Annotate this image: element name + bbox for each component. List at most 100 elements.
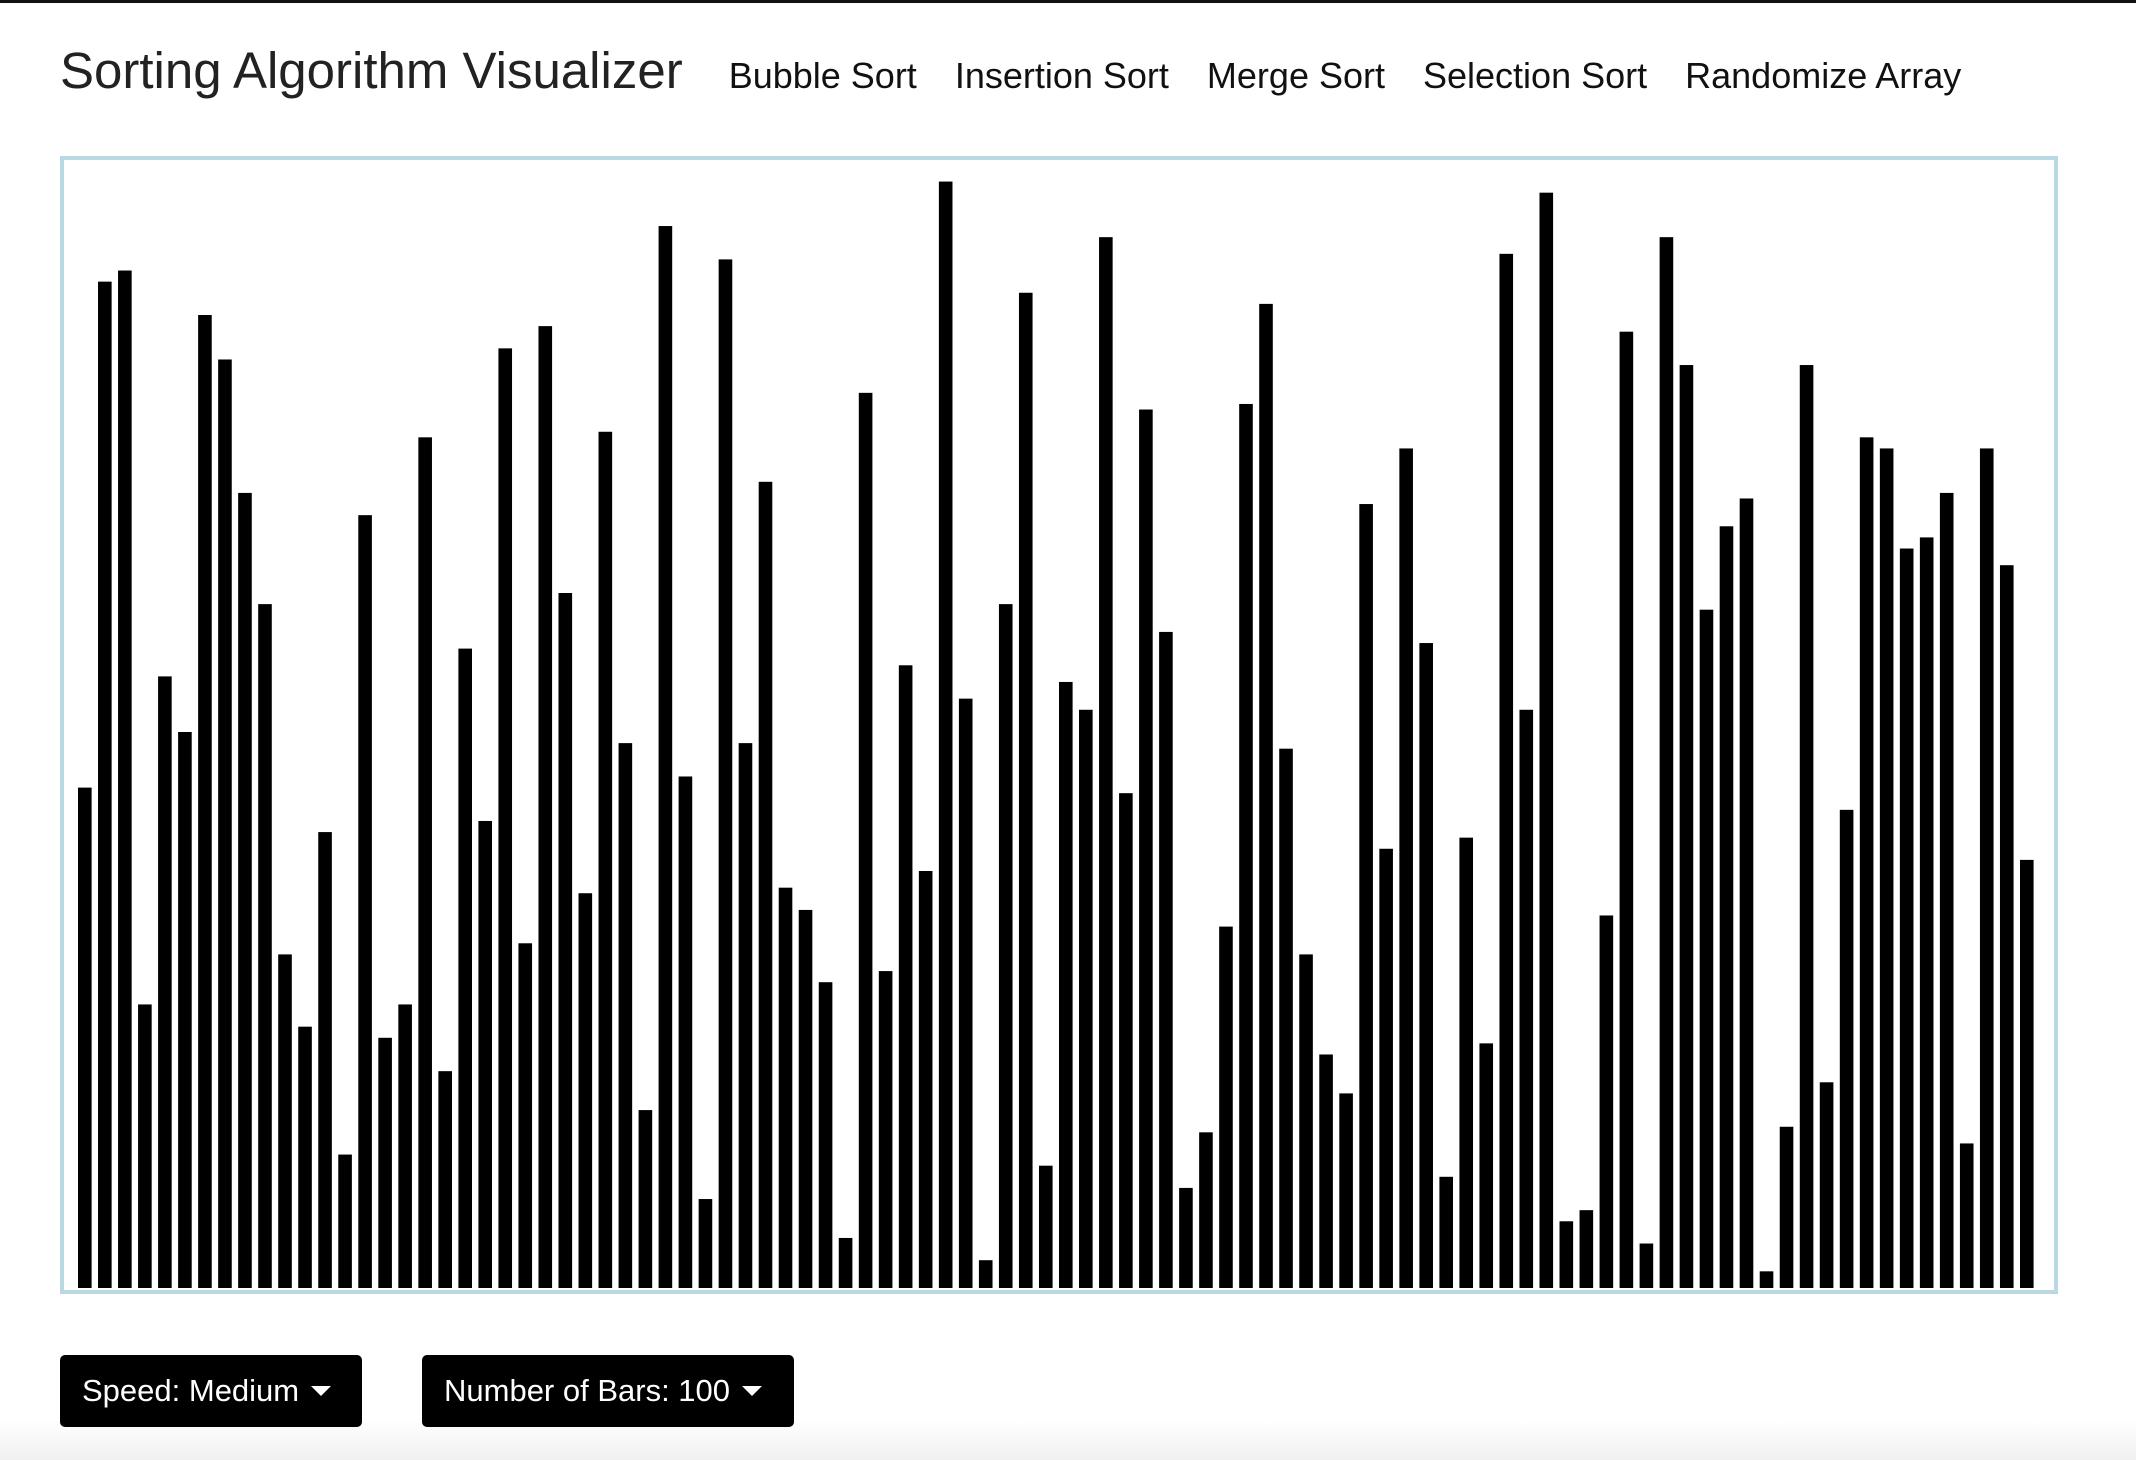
array-bar <box>798 909 813 1288</box>
array-bar <box>1199 1132 1213 1288</box>
array-bar <box>1499 253 1514 1289</box>
array-bar <box>1239 403 1253 1288</box>
array-bar <box>1699 609 1714 1288</box>
array-bar <box>938 181 953 1288</box>
array-bar <box>1459 837 1474 1288</box>
array-bar <box>418 437 432 1288</box>
array-bar <box>1639 1243 1654 1288</box>
array-bar <box>958 698 973 1288</box>
insertion-sort-link[interactable]: Insertion Sort <box>954 55 1169 96</box>
array-bar <box>1339 1093 1353 1288</box>
array-bar <box>1059 681 1073 1288</box>
array-bar <box>578 893 593 1288</box>
array-bar <box>1819 1082 1834 1288</box>
array-bar <box>98 281 112 1288</box>
array-bar <box>838 1237 853 1288</box>
array-bar <box>1259 303 1273 1288</box>
array-bar <box>1959 1143 1974 1288</box>
array-bar <box>898 665 913 1288</box>
array-bar <box>598 431 613 1288</box>
array-bar <box>1919 537 1934 1288</box>
array-bar <box>238 492 252 1288</box>
array-bar <box>1219 926 1233 1288</box>
array-bar <box>758 481 773 1288</box>
array-bar <box>1139 409 1153 1288</box>
top-navbar: Sorting Algorithm Visualizer Bubble Sort… <box>60 41 1961 100</box>
array-bar <box>1839 809 1854 1288</box>
array-bar <box>618 743 633 1288</box>
app-title: Sorting Algorithm Visualizer <box>60 42 683 99</box>
array-bar <box>1739 498 1754 1289</box>
array-bar <box>778 887 793 1288</box>
array-bar <box>1879 448 1894 1288</box>
array-bar <box>918 871 933 1288</box>
array-bar <box>1179 1187 1193 1288</box>
array-bar <box>558 593 573 1288</box>
array-bar <box>458 648 472 1288</box>
array-bar <box>478 820 493 1288</box>
array-bar <box>998 604 1013 1288</box>
array-bar <box>698 1199 713 1288</box>
array-bar <box>1419 643 1433 1288</box>
bubble-sort-link[interactable]: Bubble Sort <box>728 55 917 96</box>
array-bar <box>1119 793 1133 1288</box>
array-bar <box>1379 848 1393 1288</box>
array-bar <box>1859 437 1874 1288</box>
array-bar <box>1539 192 1554 1289</box>
array-bar <box>638 1110 653 1288</box>
speed-dropdown[interactable]: Speed: Medium <box>60 1355 362 1427</box>
randomize-array-link[interactable]: Randomize Array <box>1685 55 1962 96</box>
array-bar <box>298 1026 312 1288</box>
array-bar <box>398 1004 412 1288</box>
array-bar <box>1899 548 1914 1288</box>
array-bar <box>1319 1054 1333 1288</box>
array-bar <box>678 776 693 1288</box>
bar-count-dropdown[interactable]: Number of Bars: 100 <box>422 1355 794 1427</box>
bar-count-dropdown-label: Number of Bars: 100 <box>444 1373 731 1408</box>
array-bar <box>258 604 272 1288</box>
array-bar <box>1779 1126 1794 1288</box>
array-bar <box>1619 331 1634 1288</box>
array-bar <box>1679 365 1694 1288</box>
array-bar <box>1359 504 1373 1288</box>
array-bar <box>1479 1043 1494 1288</box>
array-bar <box>498 348 513 1288</box>
array-bar <box>718 259 733 1288</box>
array-bar <box>1279 748 1293 1288</box>
array-bar <box>1038 1165 1053 1288</box>
array-bar <box>1659 237 1674 1288</box>
array-bar <box>138 1004 152 1288</box>
array-bar <box>358 515 372 1288</box>
array-bar <box>78 787 92 1288</box>
speed-dropdown-label: Speed: Medium <box>82 1373 300 1408</box>
array-bar <box>1159 631 1173 1288</box>
array-bar <box>1559 1221 1574 1288</box>
array-bar <box>1299 954 1313 1288</box>
array-bar <box>1399 448 1413 1288</box>
array-bar <box>1999 565 2014 1288</box>
array-bar <box>538 326 553 1288</box>
array-bar <box>858 392 873 1289</box>
array-bar <box>278 954 292 1288</box>
bar-chart <box>78 181 2034 1289</box>
array-bar <box>1799 365 1814 1288</box>
array-bar <box>1979 448 1994 1288</box>
array-bar <box>2019 859 2034 1288</box>
selection-sort-link[interactable]: Selection Sort <box>1423 55 1648 96</box>
array-bar <box>218 359 232 1288</box>
bar-chart-container <box>60 156 2058 1294</box>
array-bar <box>318 832 332 1288</box>
array-bar <box>1099 237 1113 1288</box>
array-bar <box>658 226 673 1288</box>
array-bar <box>978 1260 993 1288</box>
array-bar <box>1939 492 1954 1288</box>
array-bar <box>1018 292 1033 1288</box>
array-bar <box>338 1154 352 1288</box>
array-bar <box>738 743 753 1288</box>
merge-sort-link[interactable]: Merge Sort <box>1206 55 1385 96</box>
array-bar <box>1519 709 1534 1288</box>
array-bar <box>178 732 192 1288</box>
chevron-down-icon <box>742 1386 763 1396</box>
array-bar <box>1599 915 1614 1288</box>
